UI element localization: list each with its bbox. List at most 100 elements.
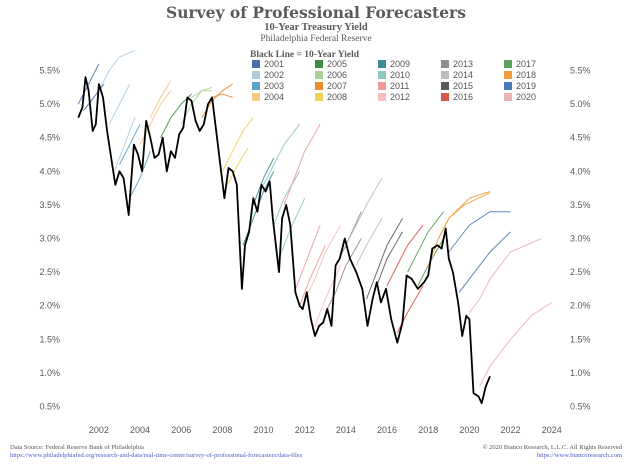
footer-copyright: © 2020 Bianco Research, L.L.C. All Right… xyxy=(483,444,623,451)
chart-source-line: Philadelphia Federal Reserve xyxy=(260,34,371,44)
y-tick-label-left: 4.0% xyxy=(39,166,60,176)
x-tick-label: 2022 xyxy=(501,425,521,435)
forecast-line-2018 xyxy=(438,191,491,239)
y-tick-label-left: 4.5% xyxy=(39,133,60,143)
legend-label-2018: 2018 xyxy=(516,70,536,80)
legend-swatch-2013 xyxy=(441,60,449,68)
legend-swatch-2010 xyxy=(378,71,386,79)
legend-label-2006: 2006 xyxy=(327,70,347,80)
legend-label-2011: 2011 xyxy=(390,81,409,91)
forecast-line-2009 xyxy=(252,157,275,206)
legend-swatch-2020 xyxy=(504,93,512,101)
forecast-line-2007 xyxy=(211,93,233,98)
y-tick-label-left: 1.0% xyxy=(39,368,60,378)
forecast-line-2002 xyxy=(108,83,131,125)
legend-swatch-2018 xyxy=(504,71,512,79)
y-tick-label-right: 5.5% xyxy=(570,66,591,76)
forecast-line-2019 xyxy=(458,231,511,293)
chart-subtitle: 10-Year Treasury Yield xyxy=(264,22,368,33)
legend-label-2001: 2001 xyxy=(264,59,284,69)
legend-swatch-2016 xyxy=(441,93,449,101)
forecast-line-2020 xyxy=(479,301,552,387)
y-axis-left: 0.5% 1.0% 1.5% 2.0% 2.5% 3.0% 3.5% 4.0% 4.5% 5.0%… xyxy=(39,66,60,412)
legend-label-2020: 2020 xyxy=(516,92,536,102)
legend-swatch-2019 xyxy=(504,82,512,90)
forecast-line-2006 xyxy=(180,86,213,125)
forecast-line-2011 xyxy=(293,224,321,293)
y-tick-label-left: 0.5% xyxy=(39,402,60,412)
forecast-line-2014 xyxy=(345,177,383,246)
y-tick-label-left: 5.5% xyxy=(39,66,60,76)
legend-label-2014: 2014 xyxy=(453,70,473,80)
footer-source: Data Source: Federal Reserve Bank of Phi… xyxy=(10,444,144,451)
legend-swatch-2008 xyxy=(315,93,323,101)
forecast-line-2020 xyxy=(469,238,542,313)
forecast-line-2006 xyxy=(191,90,213,98)
legend-swatch-2011 xyxy=(378,82,386,90)
legend-swatch-2006 xyxy=(315,71,323,79)
legend-label-2015: 2015 xyxy=(453,81,473,91)
chart-title: Survey of Professional Forecasters xyxy=(166,3,466,22)
y-tick-label-right: 4.5% xyxy=(570,133,591,143)
legend-swatch-2003 xyxy=(252,82,260,90)
forecast-lines xyxy=(77,49,552,387)
y-tick-label-right: 3.5% xyxy=(570,200,591,210)
x-tick-label: 2010 xyxy=(254,425,274,435)
y-tick-label-right: 5.0% xyxy=(570,99,591,109)
footer-site-url[interactable]: https://www.biancoresearch.com xyxy=(537,452,622,459)
legend-label-2010: 2010 xyxy=(390,70,410,80)
x-tick-label: 2020 xyxy=(459,425,479,435)
forecast-line-2011 xyxy=(299,245,326,306)
x-tick-label: 2014 xyxy=(336,425,356,435)
legend-label-2013: 2013 xyxy=(453,59,473,69)
legend-swatch-2015 xyxy=(441,82,449,90)
legend-swatch-2012 xyxy=(378,93,386,101)
y-tick-label-right: 2.5% xyxy=(570,267,591,277)
y-tick-label-right: 3.0% xyxy=(570,234,591,244)
legend-swatch-2004 xyxy=(252,93,260,101)
y-tick-label-right: 1.5% xyxy=(570,334,591,344)
forecast-line-2001 xyxy=(77,63,100,105)
actual-yield-line xyxy=(77,76,491,405)
forecast-line-2008 xyxy=(221,117,254,172)
y-tick-label-right: 0.5% xyxy=(570,402,591,412)
x-tick-label: 2004 xyxy=(130,425,150,435)
legend-label-2009: 2009 xyxy=(390,59,410,69)
x-tick-label: 2002 xyxy=(89,425,109,435)
forecast-line-2010 xyxy=(273,171,301,226)
y-tick-label-left: 2.0% xyxy=(39,301,60,311)
legend-label-2012: 2012 xyxy=(390,92,410,102)
y-tick-label-left: 1.5% xyxy=(39,334,60,344)
forecast-line-2013 xyxy=(324,238,362,313)
x-tick-label: 2016 xyxy=(377,425,397,435)
legend-label-2016: 2016 xyxy=(453,92,473,102)
forecast-line-2002 xyxy=(113,117,136,172)
forecast-line-2014 xyxy=(355,218,383,266)
forecast-line-2002 xyxy=(98,49,136,91)
actual-yield-line-group xyxy=(77,76,491,405)
legend-label-2002: 2002 xyxy=(264,70,284,80)
forecast-line-2019 xyxy=(448,211,511,253)
footer-source-url[interactable]: https://www.philadelphiafed.org/research… xyxy=(10,452,303,459)
y-tick-label-left: 3.5% xyxy=(39,200,60,210)
legend-label-2007: 2007 xyxy=(327,81,347,91)
y-tick-label-right: 1.0% xyxy=(570,368,591,378)
forecast-line-2004 xyxy=(149,80,172,118)
legend-label-2008: 2008 xyxy=(327,92,347,102)
legend-label-2019: 2019 xyxy=(516,81,536,91)
legend-label-2017: 2017 xyxy=(516,59,536,69)
plot-area xyxy=(68,47,562,420)
forecast-line-2017 xyxy=(407,211,444,273)
legend-swatch-2002 xyxy=(252,71,260,79)
y-axis-right: 0.5% 1.0% 1.5% 2.0% 2.5% 3.0% 3.5% 4.0% 4.5% 5.0%… xyxy=(570,66,591,412)
y-tick-label-right: 4.0% xyxy=(570,166,591,176)
legend-swatch-2007 xyxy=(315,82,323,90)
legend-swatch-2014 xyxy=(441,71,449,79)
legend-swatch-2001 xyxy=(252,60,260,68)
forecast-line-2015 xyxy=(366,218,403,300)
forecast-line-2003 xyxy=(119,124,141,165)
legend-swatch-2017 xyxy=(504,60,512,68)
forecast-line-2003 xyxy=(129,151,151,199)
